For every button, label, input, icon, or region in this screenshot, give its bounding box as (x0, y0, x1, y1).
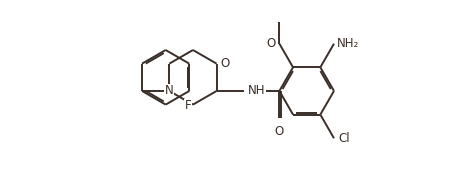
Text: O: O (267, 37, 276, 50)
Text: NH: NH (248, 84, 266, 97)
Text: O: O (275, 125, 284, 138)
Text: N: N (165, 84, 174, 97)
Text: F: F (185, 99, 191, 112)
Text: Cl: Cl (338, 132, 350, 145)
Text: O: O (221, 57, 230, 70)
Text: NH₂: NH₂ (337, 37, 359, 50)
